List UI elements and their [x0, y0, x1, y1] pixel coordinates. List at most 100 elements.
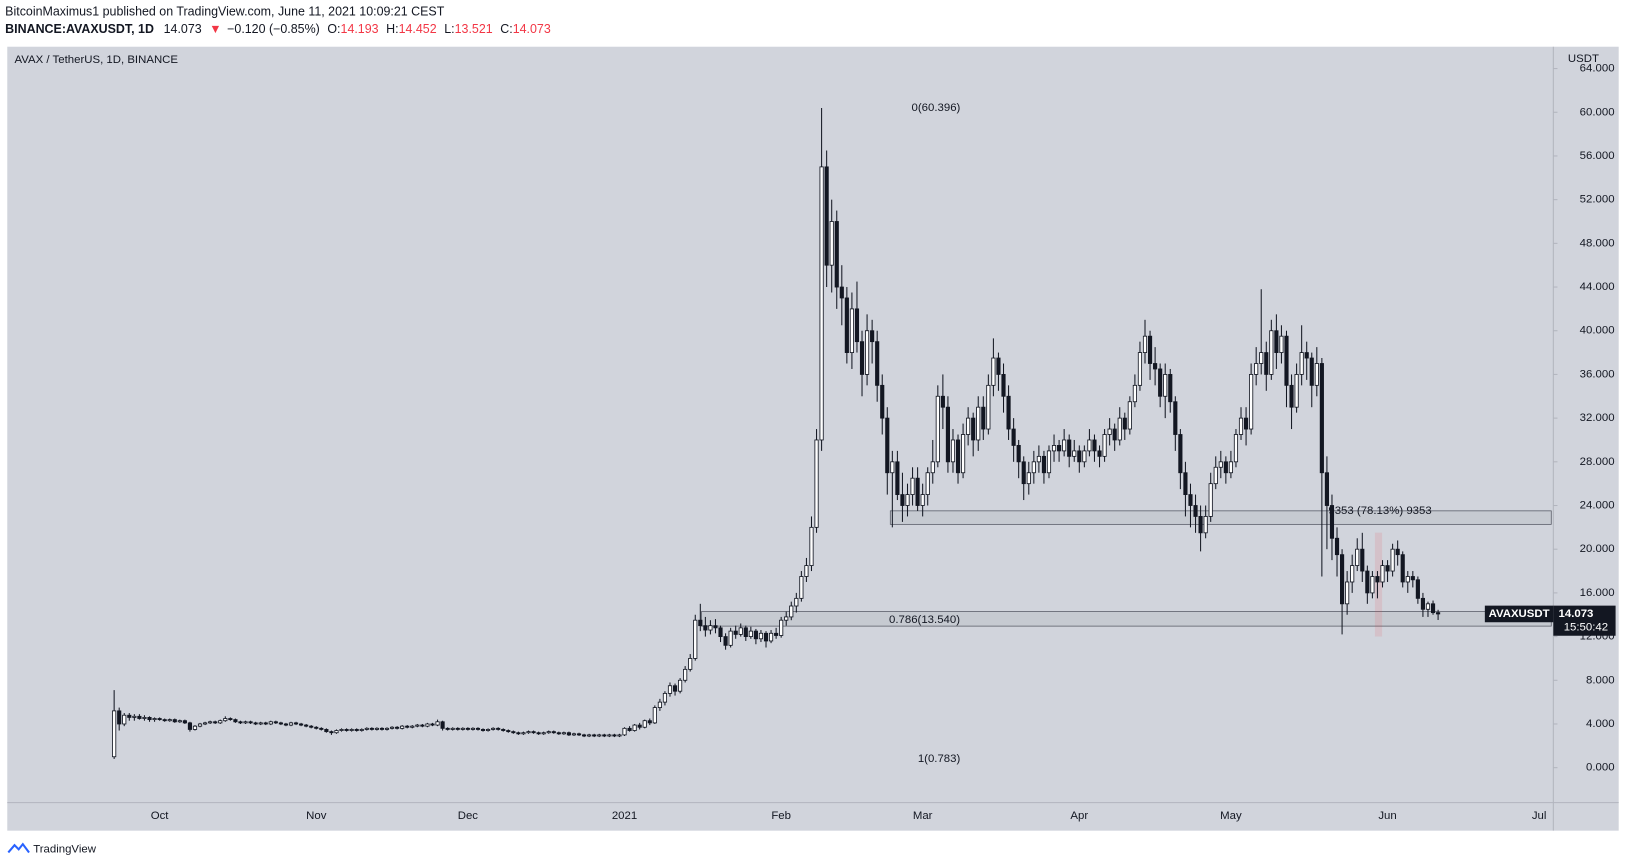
candle-body — [1193, 505, 1198, 517]
candle-body — [1400, 554, 1405, 583]
candle-body — [359, 729, 364, 731]
candle-body — [1380, 565, 1385, 583]
y-tick-label: 40.000 — [1580, 325, 1615, 337]
candle-body — [576, 733, 582, 736]
y-tick-label: 48.000 — [1580, 237, 1615, 249]
open-label: O: — [327, 22, 340, 36]
symbol: BINANCE:AVAXUSDT, 1D — [5, 22, 154, 36]
candle-body — [273, 721, 278, 724]
close-value: 14.073 — [513, 22, 551, 36]
candles — [112, 107, 1441, 759]
candle-body — [875, 341, 880, 386]
candle-body — [890, 461, 895, 474]
candle-body — [885, 417, 890, 474]
candle-body — [334, 730, 339, 734]
candle-body — [253, 722, 258, 725]
x-tick-label: Jul — [1532, 810, 1547, 822]
candle-body — [511, 731, 516, 734]
candle-body — [248, 721, 253, 724]
candle-body — [950, 439, 956, 463]
candle-body — [1249, 374, 1254, 430]
candle-body — [445, 727, 450, 730]
low-value: 13.521 — [455, 22, 493, 36]
y-tick-label: 44.000 — [1580, 281, 1615, 293]
highlight-bar — [1374, 532, 1383, 637]
last-price: 14.073 — [164, 22, 202, 36]
candle-body — [839, 286, 844, 299]
x-tick-label: Oct — [151, 810, 170, 822]
candle-body — [137, 715, 142, 719]
candle-body — [238, 721, 243, 724]
candle-body — [1208, 483, 1213, 517]
candle-body — [470, 727, 475, 730]
support-zone — [701, 611, 1552, 627]
x-tick-label: 2021 — [612, 810, 637, 822]
candle-body — [683, 668, 688, 681]
candle-body — [854, 308, 860, 343]
candle-body — [1238, 417, 1244, 435]
candle-body — [309, 725, 314, 728]
candle-body — [880, 384, 885, 419]
candle-body — [1203, 516, 1208, 534]
watermark: AVAX / TetherUS, 1D, BINANCE — [15, 54, 179, 66]
candle-body — [768, 632, 774, 642]
candle-body — [1158, 368, 1163, 397]
y-tick-label: 52.000 — [1580, 194, 1615, 206]
candle-body — [566, 732, 572, 736]
candle-body — [1051, 445, 1057, 452]
candle-body — [667, 685, 673, 694]
candle-body — [1163, 374, 1168, 397]
candle-body — [339, 729, 344, 731]
candle-body — [410, 725, 415, 728]
candle-body — [1127, 401, 1132, 430]
candle-body — [425, 723, 430, 727]
candle-body — [1375, 576, 1380, 583]
candle-body — [1067, 439, 1072, 457]
candle-body — [733, 630, 738, 635]
x-tick-label: Mar — [913, 810, 933, 822]
candle-body — [642, 720, 647, 728]
candle-body — [662, 692, 668, 703]
symbol-line: BINANCE:AVAXUSDT, 1D 14.073 ▼ −0.120 (−0… — [5, 22, 551, 36]
candle-body — [799, 576, 804, 599]
candle-body — [1420, 597, 1426, 610]
candle-body — [374, 727, 379, 730]
candle-body — [1218, 461, 1223, 468]
candle-body — [688, 658, 693, 670]
candle-body — [152, 718, 157, 721]
candle-body — [440, 721, 445, 729]
candle-body — [1132, 384, 1137, 403]
candle-body — [1228, 461, 1233, 474]
candle-body — [587, 734, 592, 737]
candle-body — [763, 632, 769, 642]
candle-body — [233, 719, 238, 723]
candle-body — [1269, 330, 1274, 375]
candle-body — [819, 166, 824, 441]
candle-body — [1299, 352, 1304, 375]
candle-body — [814, 439, 819, 528]
candle-body — [1350, 565, 1355, 583]
candle-body — [197, 723, 203, 727]
candle-body — [794, 597, 799, 607]
high-label: H: — [386, 22, 398, 36]
candle-body — [531, 731, 536, 734]
candle-body — [329, 731, 334, 734]
candle-body — [693, 619, 698, 659]
candle-body — [288, 722, 294, 726]
candle-body — [541, 732, 546, 735]
candle-body — [1107, 428, 1112, 435]
candle-body — [748, 630, 753, 638]
candle-body — [218, 720, 223, 724]
candle-body — [263, 722, 268, 725]
candle-body — [1001, 374, 1006, 397]
candle-body — [1345, 581, 1350, 605]
candle-body — [157, 718, 162, 721]
candle-body — [652, 707, 657, 724]
candle-body — [1147, 335, 1153, 364]
candle-body — [147, 717, 152, 721]
candle-body — [551, 731, 556, 734]
candle-body — [672, 685, 678, 692]
candle-body — [864, 330, 870, 375]
candle-body — [1082, 450, 1087, 463]
candle-body — [723, 636, 728, 646]
